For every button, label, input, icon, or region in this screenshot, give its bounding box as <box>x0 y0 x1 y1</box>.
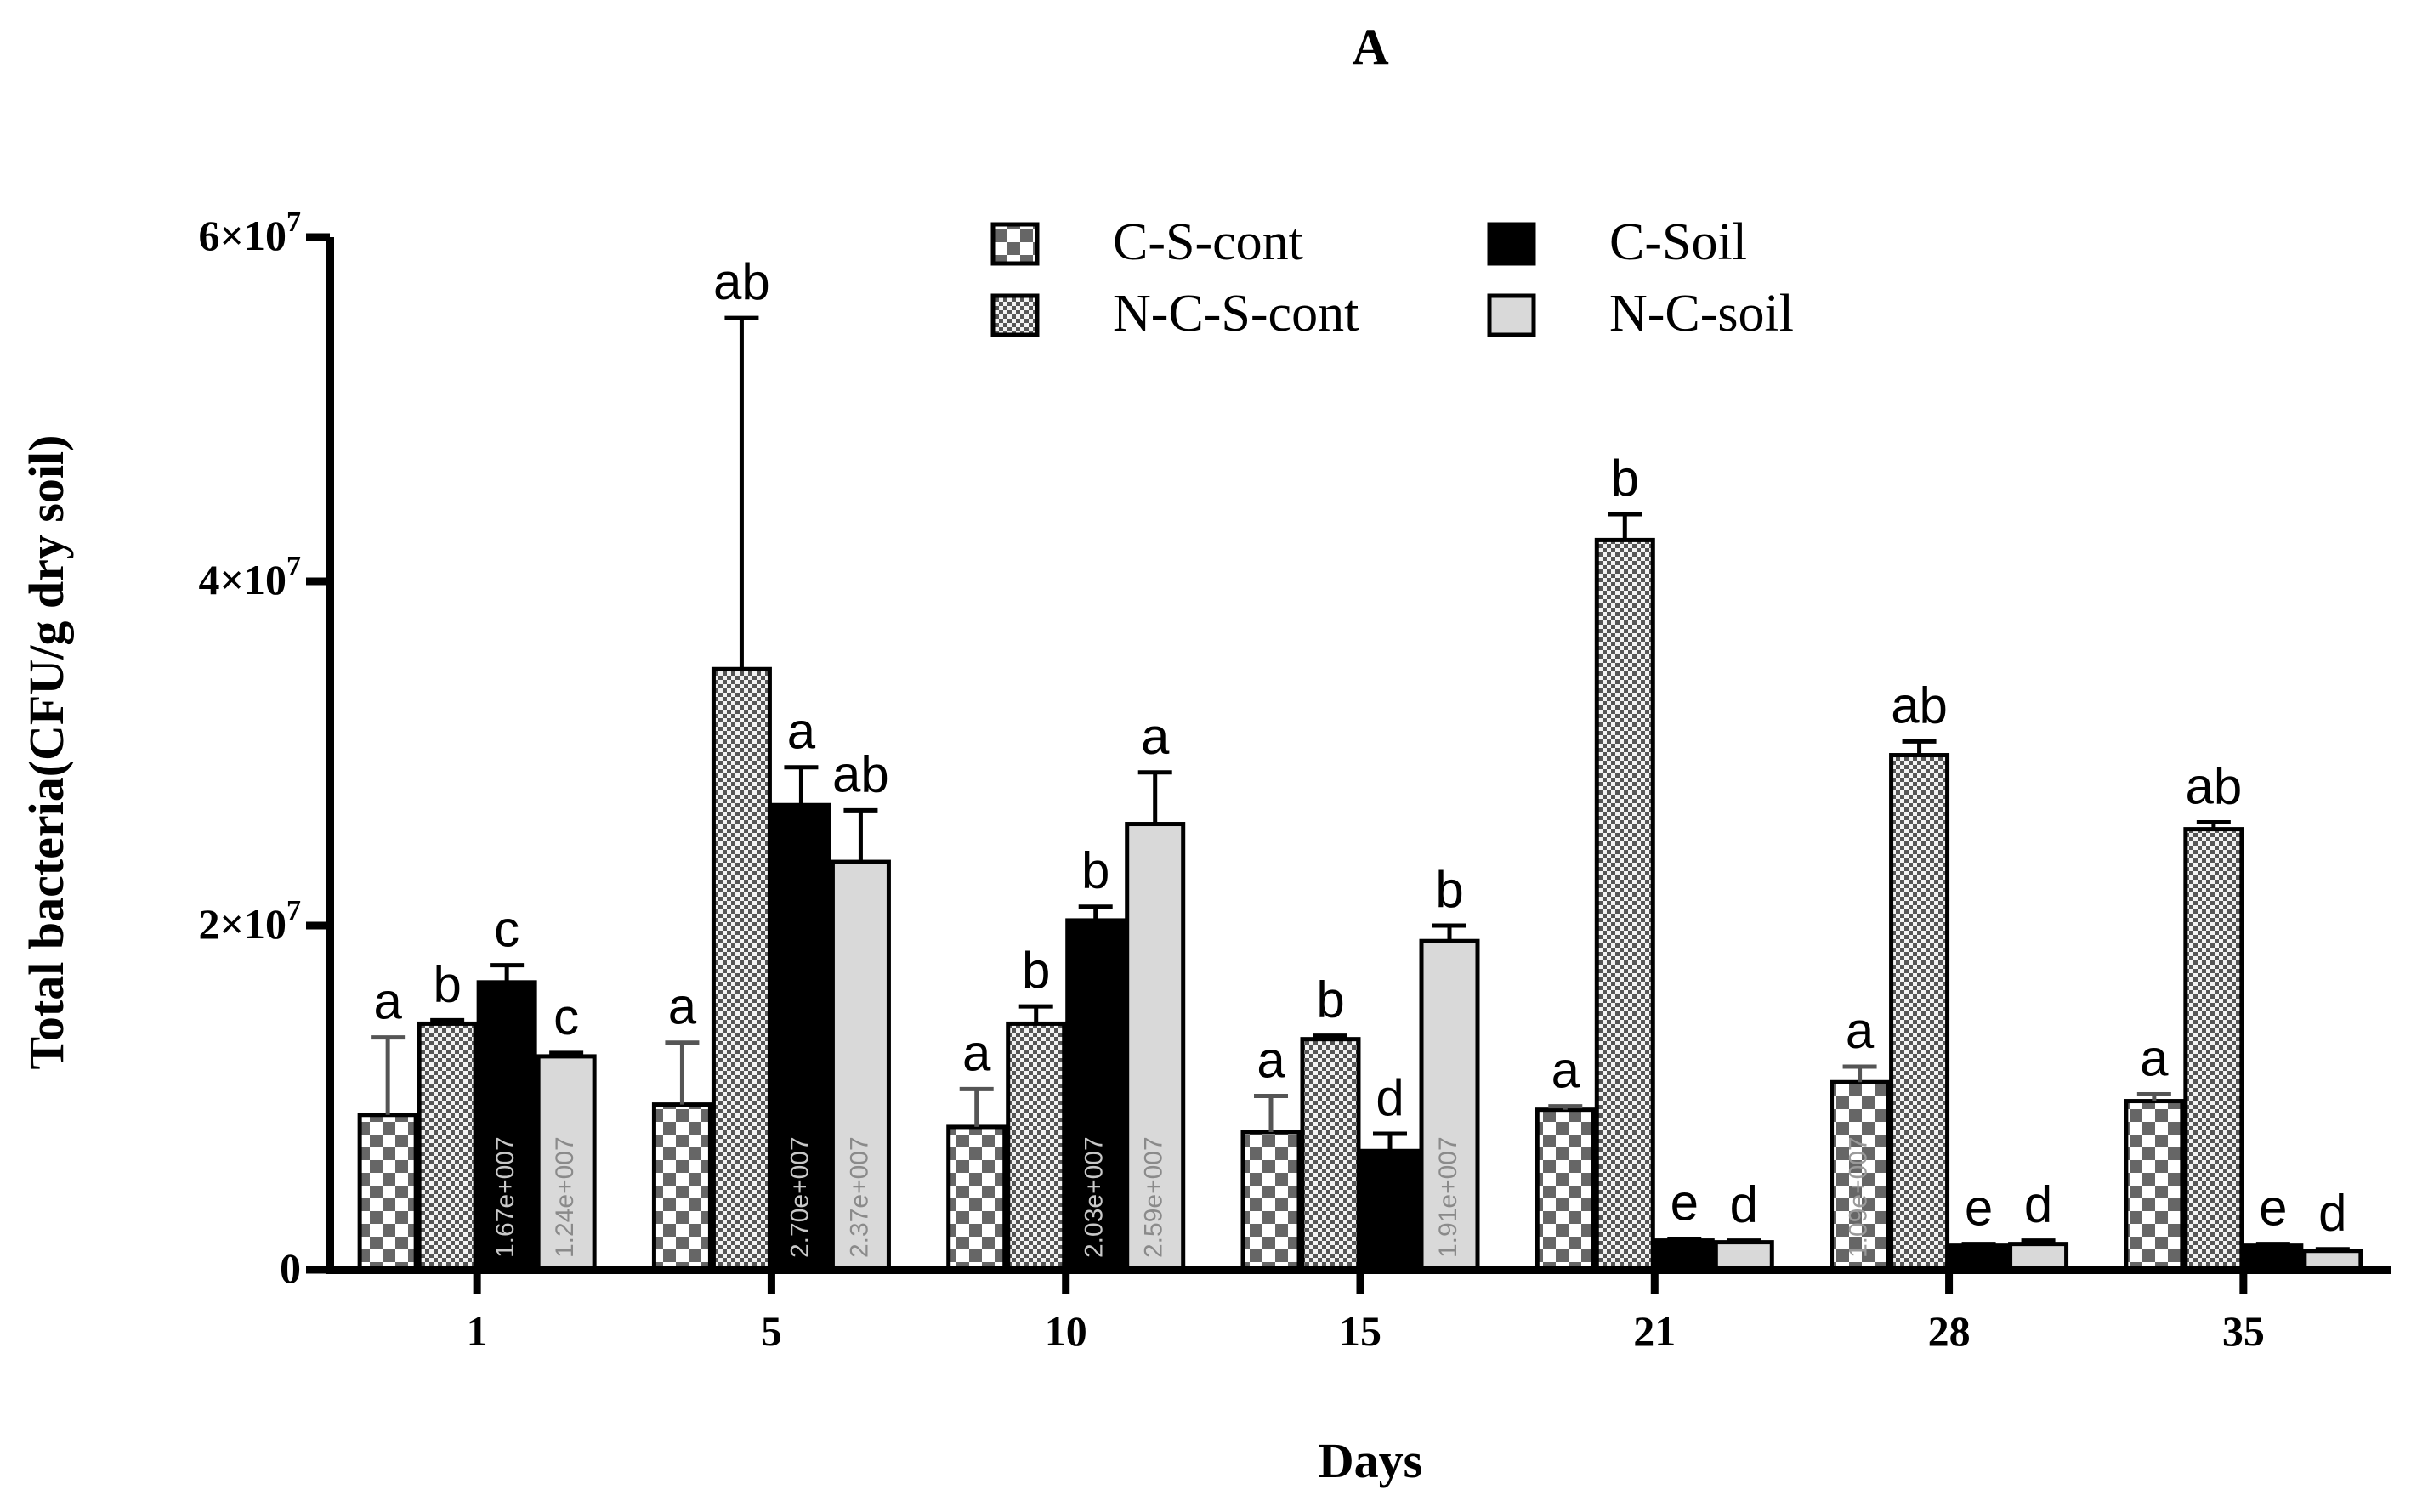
x-tick-label: 21 <box>1633 1307 1676 1355</box>
bar <box>1240 1130 1302 1272</box>
legend-item-C-S-cont: C-S-cont <box>990 213 1303 271</box>
legend-swatch <box>1487 293 1536 337</box>
bar <box>1006 1021 1067 1272</box>
bar-value-label: 2.03e+007 <box>1081 1136 1109 1258</box>
legend-item-C-Soil: C-Soil <box>1487 213 1747 271</box>
y-axis-label: Total bacteria(CFU/g dry soil) <box>19 435 74 1070</box>
x-tick-label: 28 <box>1928 1307 1971 1355</box>
legend: C-S-cont C-Soil N-C-S-cont N-C-soil <box>990 213 1794 343</box>
significance-letter: c <box>553 988 579 1045</box>
bar <box>946 1124 1007 1272</box>
legend-label: N-C-S-cont <box>1113 285 1359 343</box>
bar <box>2124 1099 2185 1272</box>
significance-letter: a <box>1257 1031 1285 1088</box>
significance-letter: d <box>2024 1176 2052 1233</box>
significance-letter: d <box>1376 1069 1404 1126</box>
y-tick-label: 0 <box>280 1244 301 1292</box>
x-axis: 1 5 10 15 21 28 35 <box>326 1266 2391 1355</box>
bar-value-label: 1.09e+007 <box>1845 1136 1873 1258</box>
legend-label: C-Soil <box>1609 213 1747 271</box>
significance-letter: a <box>787 703 816 760</box>
significance-letter: a <box>373 973 402 1030</box>
bar <box>1654 1238 1715 1272</box>
legend-swatch <box>990 222 1040 266</box>
x-tick-label: 15 <box>1339 1307 1381 1355</box>
significance-letter: ab <box>713 253 770 310</box>
significance-letter: b <box>1316 971 1344 1028</box>
significance-letter: e <box>1965 1180 1993 1237</box>
bar <box>1065 918 1126 1272</box>
legend-item-N-C-soil: N-C-soil <box>1487 285 1794 343</box>
y-axis: 0 2×107 4×107 6×107 <box>199 207 334 1292</box>
bar-value-label: 2.37e+007 <box>845 1136 873 1258</box>
bar <box>1359 1148 1421 1272</box>
x-tick-label: 35 <box>2222 1307 2265 1355</box>
significance-letter: a <box>1846 1002 1875 1059</box>
significance-letter: ab <box>2185 758 2242 815</box>
bar <box>2183 827 2244 1272</box>
significance-letter: d <box>1730 1176 1758 1233</box>
bar <box>1300 1037 1361 1272</box>
bar <box>651 1102 712 1272</box>
series-N-C-soil: c1.24e+007ab2.37e+007a2.59e+007b1.91e+00… <box>536 708 2363 1272</box>
legend-item-N-C-S-cont: N-C-S-cont <box>990 285 1359 343</box>
bar-value-label: 1.91e+007 <box>1434 1136 1462 1258</box>
legend-label: N-C-soil <box>1609 285 1794 343</box>
bar-value-label: 1.67e+007 <box>491 1136 519 1258</box>
significance-letter: a <box>1552 1042 1580 1099</box>
legend-swatch <box>990 293 1040 337</box>
x-axis-label: Days <box>1319 1433 1422 1488</box>
bar <box>1535 1107 1596 1272</box>
bars: a aa a aa1.09e+007ababbbbababc1.67e+007a2.7… <box>357 253 2363 1272</box>
significance-letter: b <box>1022 942 1050 999</box>
significance-letter: b <box>433 955 461 1012</box>
x-tick-label: 1 <box>467 1307 488 1355</box>
bar <box>417 1021 478 1272</box>
bar <box>830 859 891 1272</box>
significance-letter: b <box>1081 842 1109 899</box>
significance-letter: e <box>2259 1180 2287 1237</box>
bar-value-label: 2.59e+007 <box>1140 1136 1168 1258</box>
bar <box>1125 822 1186 1272</box>
bar <box>711 666 772 1272</box>
bar-value-label: 2.70e+007 <box>786 1136 814 1258</box>
significance-letter: a <box>2140 1029 2169 1086</box>
significance-letter: d <box>2318 1185 2346 1242</box>
x-tick-label: 10 <box>1045 1307 1087 1355</box>
series-C-S-cont: a a a a a a 1.09e+007 a <box>357 973 2185 1272</box>
bar <box>770 802 831 1272</box>
legend-label: C-S-cont <box>1113 213 1303 271</box>
significance-letter: a <box>1141 708 1170 765</box>
significance-letter: ab <box>832 745 889 802</box>
y-tick-label: 2×107 <box>199 895 302 948</box>
bar <box>1889 753 1950 1272</box>
significance-letter: a <box>668 978 697 1035</box>
bar <box>1594 537 1655 1272</box>
y-tick-label: 6×107 <box>199 207 302 259</box>
y-tick-label: 4×107 <box>199 551 302 603</box>
x-tick-label: 5 <box>761 1307 782 1355</box>
significance-letter: c <box>494 901 519 958</box>
significance-letter: a <box>962 1024 991 1081</box>
significance-letter: e <box>1671 1175 1699 1232</box>
panel-label: A <box>1352 19 1388 75</box>
legend-swatch <box>1487 222 1536 266</box>
significance-letter: ab <box>1891 677 1948 733</box>
bar <box>357 1113 418 1272</box>
significance-letter: b <box>1435 861 1463 918</box>
significance-letter: b <box>1611 450 1639 507</box>
bar-value-label: 1.24e+007 <box>551 1136 579 1258</box>
